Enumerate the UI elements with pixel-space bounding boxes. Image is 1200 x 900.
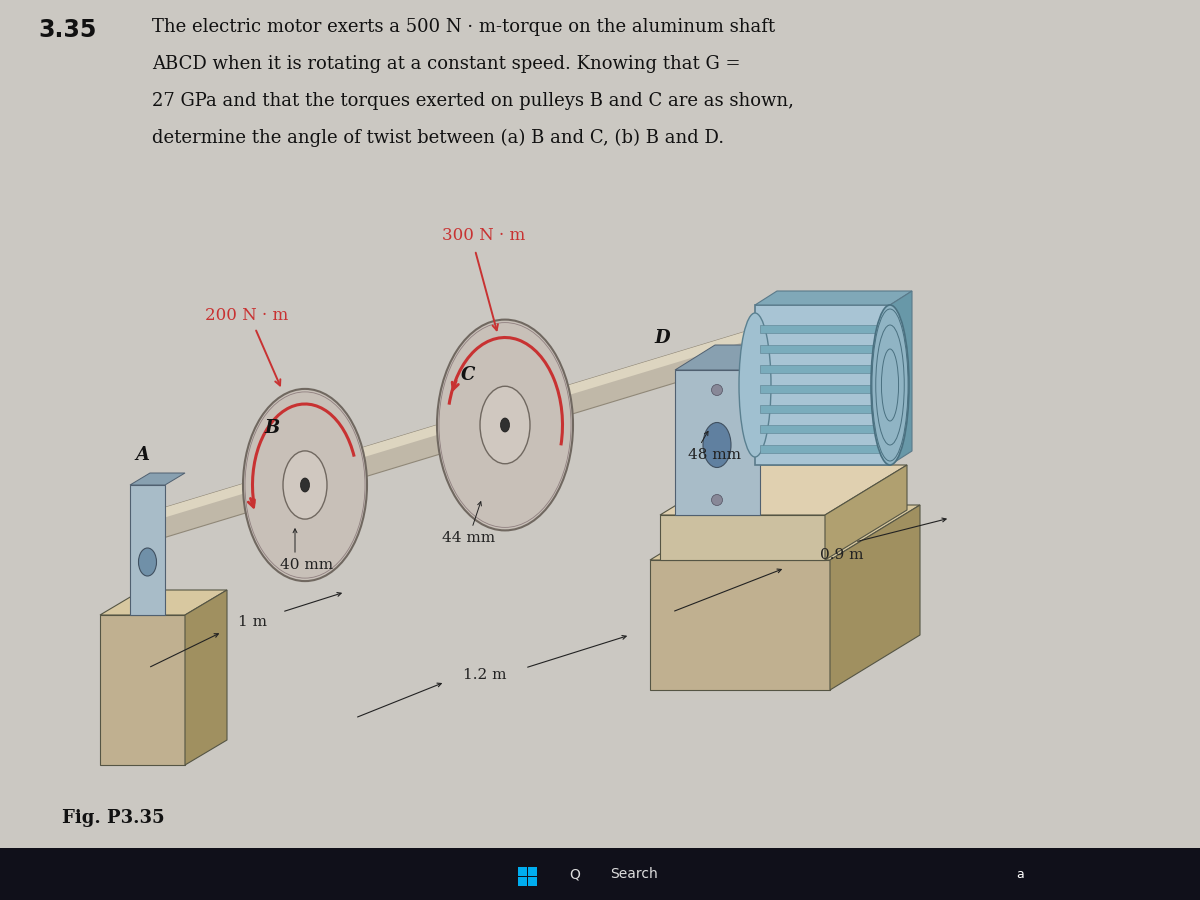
- Text: 44 mm: 44 mm: [442, 531, 496, 545]
- Polygon shape: [674, 370, 760, 515]
- Polygon shape: [130, 485, 166, 615]
- Polygon shape: [760, 345, 886, 353]
- Polygon shape: [760, 445, 886, 453]
- Ellipse shape: [480, 386, 530, 464]
- Text: 48 mm: 48 mm: [688, 448, 742, 462]
- Text: 0.9 m: 0.9 m: [820, 548, 864, 562]
- Polygon shape: [755, 291, 912, 305]
- Text: 40 mm: 40 mm: [280, 558, 334, 572]
- Ellipse shape: [242, 389, 367, 581]
- Ellipse shape: [500, 418, 510, 432]
- Polygon shape: [0, 848, 1200, 900]
- Polygon shape: [674, 345, 800, 370]
- Text: B: B: [264, 419, 280, 437]
- Polygon shape: [650, 560, 830, 690]
- Polygon shape: [528, 877, 536, 886]
- Ellipse shape: [703, 422, 731, 467]
- Polygon shape: [185, 590, 227, 765]
- Polygon shape: [140, 315, 800, 545]
- Polygon shape: [130, 473, 185, 485]
- Polygon shape: [660, 465, 907, 515]
- Text: ABCD when it is rotating at a constant speed. Knowing that G =: ABCD when it is rotating at a constant s…: [152, 55, 740, 73]
- Text: Fig. P3.35: Fig. P3.35: [62, 809, 164, 827]
- Ellipse shape: [871, 305, 910, 465]
- Polygon shape: [100, 590, 227, 615]
- Polygon shape: [528, 867, 536, 876]
- Ellipse shape: [437, 320, 574, 530]
- Polygon shape: [760, 405, 886, 413]
- Text: 1 m: 1 m: [238, 615, 266, 629]
- Text: C: C: [461, 366, 475, 384]
- Circle shape: [712, 494, 722, 506]
- Circle shape: [712, 384, 722, 395]
- Text: 1.2 m: 1.2 m: [463, 668, 506, 682]
- Text: 3.35: 3.35: [38, 18, 96, 42]
- Ellipse shape: [138, 548, 156, 576]
- Text: The electric motor exerts a 500 N · m-torque on the aluminum shaft: The electric motor exerts a 500 N · m-to…: [152, 18, 775, 36]
- Text: determine the angle of twist between (a) B and C, (b) B and D.: determine the angle of twist between (a)…: [152, 129, 724, 148]
- Text: A: A: [134, 446, 149, 464]
- Polygon shape: [518, 867, 527, 876]
- Polygon shape: [0, 165, 1200, 848]
- Polygon shape: [140, 315, 800, 525]
- Polygon shape: [760, 385, 886, 393]
- Polygon shape: [518, 877, 527, 886]
- Ellipse shape: [739, 313, 772, 457]
- Polygon shape: [660, 515, 826, 560]
- Polygon shape: [755, 305, 890, 465]
- Text: 200 N · m: 200 N · m: [205, 307, 288, 323]
- Polygon shape: [100, 615, 185, 765]
- Text: 300 N · m: 300 N · m: [442, 227, 526, 244]
- Polygon shape: [760, 325, 886, 333]
- Polygon shape: [826, 465, 907, 560]
- Ellipse shape: [283, 451, 326, 519]
- Polygon shape: [760, 425, 886, 433]
- Polygon shape: [890, 291, 912, 465]
- Text: Search: Search: [610, 867, 658, 881]
- Ellipse shape: [300, 478, 310, 492]
- Text: a: a: [1016, 868, 1024, 880]
- Polygon shape: [830, 505, 920, 690]
- Polygon shape: [650, 505, 920, 560]
- Text: D: D: [654, 329, 670, 347]
- Text: Q: Q: [570, 867, 581, 881]
- Text: 27 GPa and that the torques exerted on pulleys B and C are as shown,: 27 GPa and that the torques exerted on p…: [152, 92, 794, 110]
- Polygon shape: [760, 365, 886, 373]
